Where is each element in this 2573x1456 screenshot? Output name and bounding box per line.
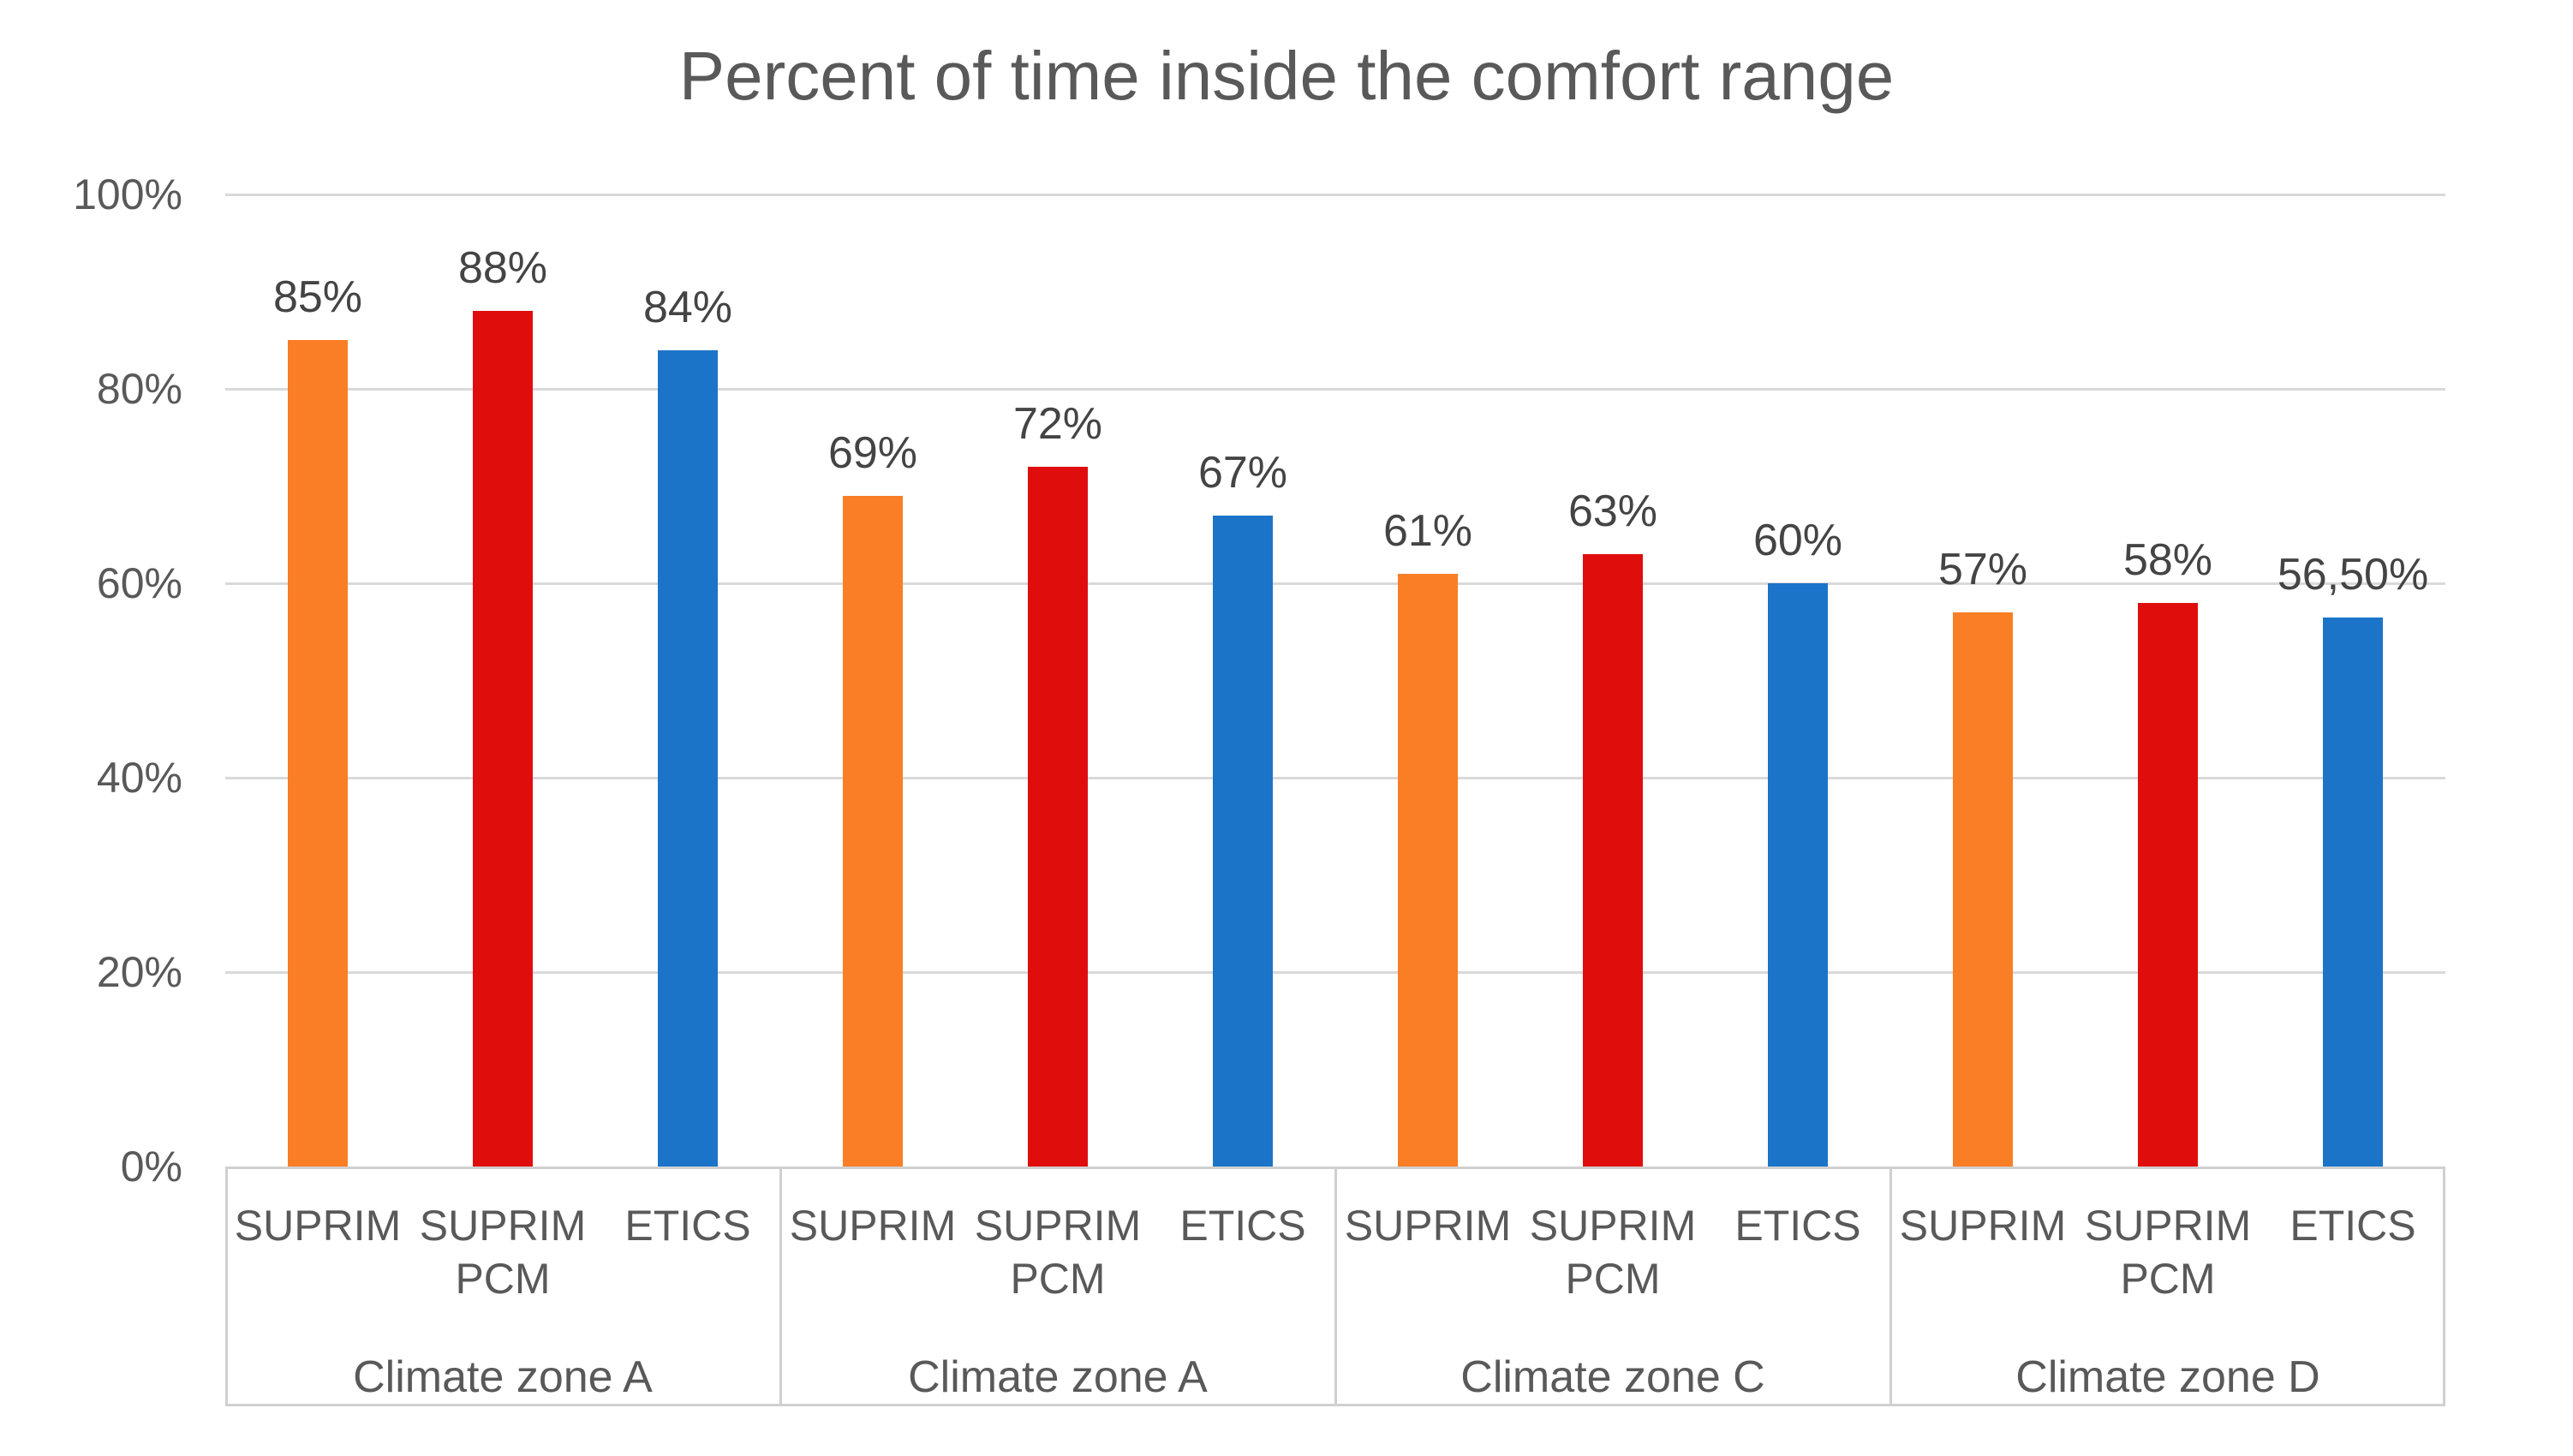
y-tick-label: 40% <box>96 754 182 802</box>
bar <box>2138 602 2198 1167</box>
bar-value-label: 72% <box>1012 398 1103 449</box>
gridline <box>225 777 2445 779</box>
series-label: SUPRIM PCM <box>974 1202 1142 1303</box>
gridline <box>225 971 2445 974</box>
bar <box>473 311 533 1167</box>
group-divider <box>779 1167 782 1406</box>
bar <box>1028 466 1088 1167</box>
bar-value-label: 67% <box>1197 447 1288 498</box>
bar <box>658 349 718 1167</box>
bar <box>1953 612 2013 1167</box>
bar-value-label: 88% <box>457 243 548 294</box>
series-label: SUPRIM <box>1899 1202 2067 1250</box>
bar-value-label: 63% <box>1567 486 1658 536</box>
bar-value-label: 57% <box>1937 545 2028 595</box>
bar <box>1768 583 1828 1167</box>
series-label: SUPRIM <box>789 1202 957 1250</box>
gridline <box>225 582 2445 585</box>
series-label: SUPRIM <box>234 1202 402 1250</box>
y-tick-label: 100% <box>73 170 182 218</box>
group-divider <box>1889 1167 1892 1406</box>
bar <box>1398 573 1458 1167</box>
y-tick-label: 60% <box>96 559 182 607</box>
group-divider <box>1334 1167 1337 1406</box>
group-label: Climate zone D <box>2015 1352 2320 1402</box>
group-label: Climate zone A <box>908 1352 1208 1402</box>
series-label: ETICS <box>1179 1202 1306 1250</box>
chart-title: Percent of time inside the comfort range <box>678 38 1895 114</box>
series-label: SUPRIM <box>1344 1202 1512 1250</box>
series-label: SUPRIM PCM <box>1529 1202 1697 1303</box>
bar-value-label: 84% <box>642 282 733 332</box>
series-label: ETICS <box>1734 1202 1861 1250</box>
bar-value-label: 56,50% <box>2277 549 2429 600</box>
series-label: SUPRIM PCM <box>419 1202 587 1303</box>
group-label: Climate zone A <box>353 1352 653 1402</box>
bar-value-label: 61% <box>1382 505 1473 556</box>
y-tick-label: 20% <box>96 948 182 996</box>
bar <box>288 340 348 1167</box>
bar-value-label: 69% <box>827 427 918 478</box>
bar <box>1213 515 1273 1167</box>
bar <box>843 495 903 1167</box>
series-label: ETICS <box>2289 1202 2416 1250</box>
y-tick-label: 0% <box>120 1143 182 1190</box>
bar-value-label: 85% <box>272 272 363 323</box>
y-tick-label: 80% <box>96 365 182 413</box>
gridline <box>225 194 2445 196</box>
series-label: ETICS <box>624 1202 751 1250</box>
series-label: SUPRIM PCM <box>2084 1202 2252 1303</box>
bar-value-label: 60% <box>1752 516 1843 565</box>
bar <box>2323 617 2383 1167</box>
group-label: Climate zone C <box>1460 1352 1765 1402</box>
bar <box>1583 553 1643 1167</box>
gridline <box>225 388 2445 391</box>
bar-value-label: 58% <box>2122 534 2213 585</box>
